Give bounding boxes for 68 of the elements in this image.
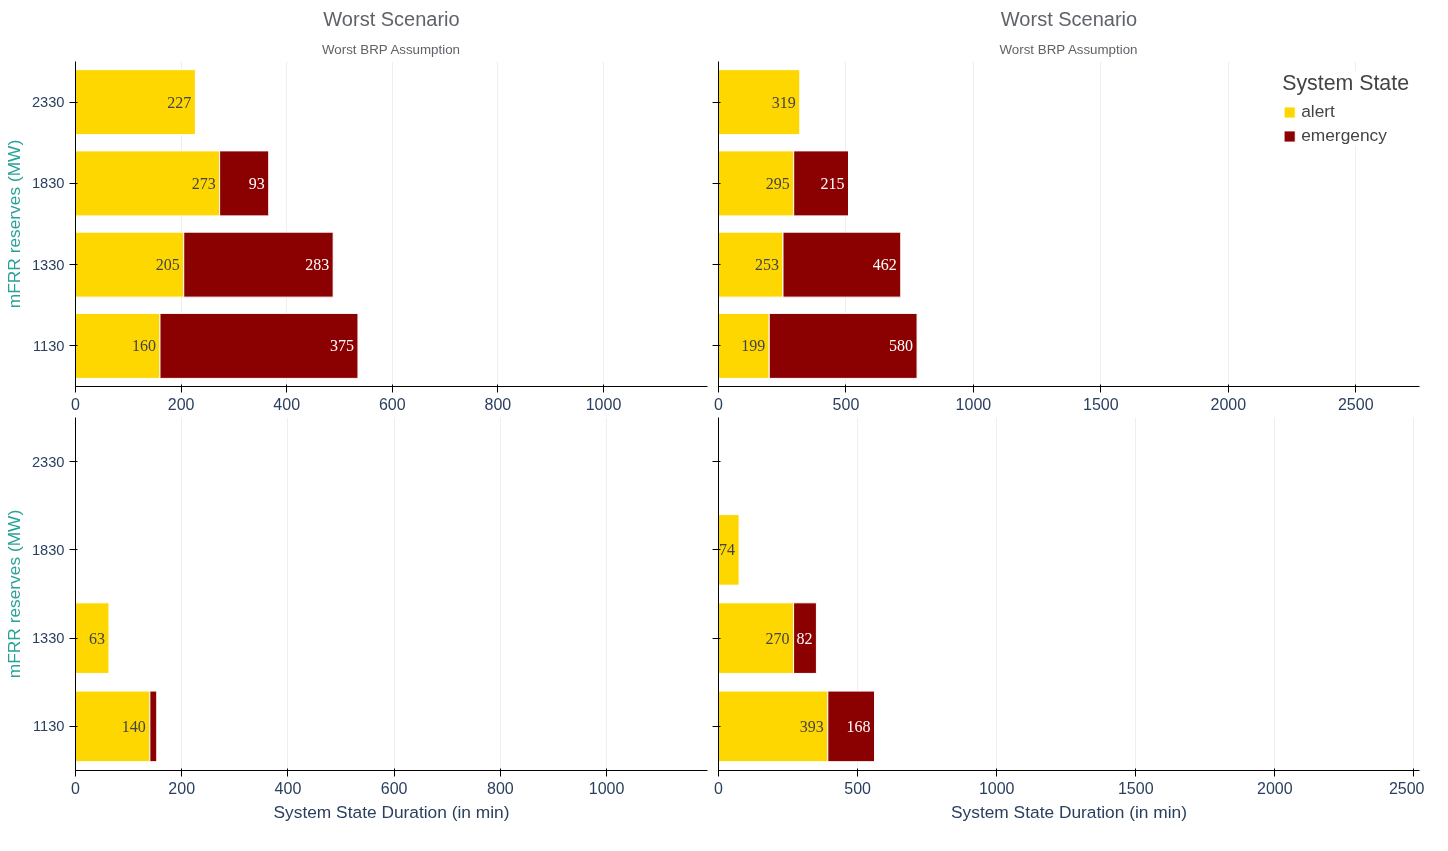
data-label: 295 — [765, 174, 790, 192]
y-tick-label: 1330 — [31, 630, 65, 647]
y-tick-label: 1130 — [32, 337, 65, 354]
x-tick-label: 1000 — [588, 779, 625, 797]
x-tick-label: 0 — [714, 779, 724, 797]
data-label: 205 — [155, 256, 180, 274]
data-label: 82 — [796, 629, 813, 647]
x-tick-label: 2500 — [1388, 779, 1425, 797]
y-tick-label: 2330 — [31, 453, 65, 470]
legend-label: alert — [1301, 101, 1335, 122]
x-axis-title: System State Duration (in min) — [273, 801, 510, 822]
data-label: 140 — [121, 717, 146, 735]
bar — [75, 602, 110, 674]
x-tick-label: 1000 — [955, 395, 992, 413]
legend-title: System State — [1282, 71, 1409, 96]
data-label: 215 — [820, 174, 845, 192]
chart-subtitle: Worst BRP Assumption — [322, 41, 461, 57]
data-label: 227 — [167, 93, 192, 111]
y-tick-label: 1830 — [31, 175, 65, 192]
x-tick-label: 0 — [71, 779, 81, 797]
y-tick-label: 1130 — [32, 718, 65, 735]
x-tick-label: 800 — [487, 779, 514, 797]
x-tick-label: 600 — [378, 395, 406, 413]
data-label: 283 — [305, 256, 330, 274]
x-tick-label: 0 — [71, 395, 81, 413]
x-tick-label: 200 — [167, 395, 195, 413]
data-label: 319 — [771, 93, 796, 111]
x-tick-label: 1000 — [978, 779, 1015, 797]
data-label: 160 — [131, 337, 156, 355]
data-label: 462 — [872, 256, 897, 274]
data-label: 270 — [765, 629, 790, 647]
x-tick-label: 1500 — [1117, 779, 1154, 797]
x-tick-label: 0 — [714, 395, 724, 413]
x-tick-label: 400 — [273, 395, 301, 413]
bar — [718, 69, 801, 136]
legend-label: emergency — [1301, 125, 1387, 146]
x-tick-label: 200 — [168, 779, 196, 797]
y-axis-title: mFRR reserves (MW) — [3, 139, 24, 309]
data-label: 580 — [889, 337, 914, 355]
bar — [718, 514, 740, 586]
data-label: 273 — [191, 174, 216, 192]
data-label: 393 — [799, 717, 824, 735]
y-tick-label: 1830 — [31, 541, 65, 558]
chart-title: Worst Scenario — [1000, 7, 1138, 30]
x-tick-label: 500 — [832, 395, 860, 413]
y-axis-title: mFRR reserves (MW) — [3, 509, 24, 679]
data-label: 63 — [88, 629, 105, 647]
data-label: 375 — [329, 337, 354, 355]
x-tick-label: 500 — [844, 779, 872, 797]
x-tick-label: 1000 — [585, 395, 622, 413]
x-tick-label: 1500 — [1083, 395, 1119, 413]
data-label: 199 — [741, 337, 766, 355]
x-tick-label: 800 — [484, 395, 512, 413]
chart-title: Worst Scenario — [323, 7, 460, 30]
x-tick-label: 600 — [380, 779, 408, 797]
data-label: 168 — [846, 717, 871, 735]
x-tick-label: 2000 — [1257, 779, 1293, 797]
data-label: 93 — [248, 174, 265, 192]
x-tick-label: 400 — [274, 779, 302, 797]
data-label: 74 — [719, 541, 736, 559]
x-tick-label: 2500 — [1337, 395, 1374, 413]
bar — [75, 69, 196, 136]
data-label: 253 — [754, 256, 779, 274]
x-tick-label: 2000 — [1210, 395, 1247, 413]
x-axis-title: System State Duration (in min) — [951, 801, 1187, 822]
y-tick-label: 1330 — [31, 256, 65, 273]
y-tick-label: 2330 — [31, 94, 65, 111]
chart-subtitle: Worst BRP Assumption — [999, 41, 1138, 57]
